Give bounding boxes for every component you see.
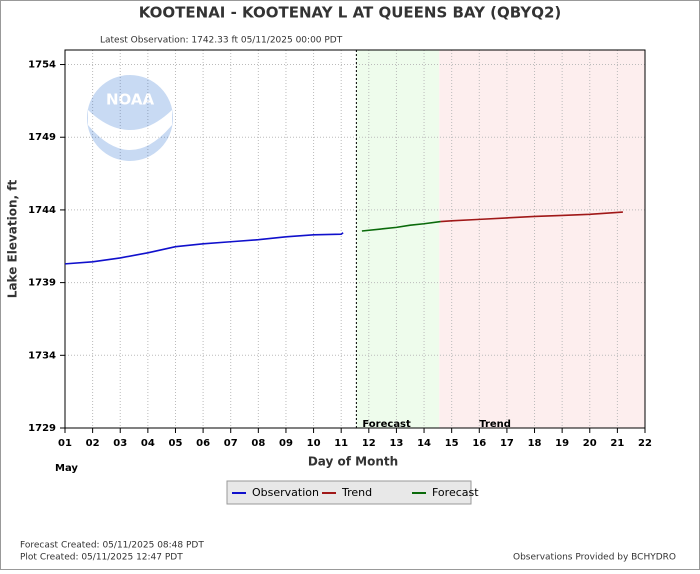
x-tick-label: 04: [141, 438, 155, 449]
x-tick-label: 05: [169, 438, 183, 449]
x-tick-label: 02: [86, 438, 100, 449]
x-tick-label: 13: [389, 438, 403, 449]
y-tick-label: 1749: [28, 132, 56, 143]
plot-border: [64, 49, 646, 429]
y-tick-label: 1754: [28, 60, 56, 71]
x-tick-label: 03: [113, 438, 127, 449]
x-tick-label: 11: [334, 438, 348, 449]
region: [439, 50, 645, 428]
x-tick-label: 10: [307, 438, 321, 449]
x-tick-label: 12: [362, 438, 376, 449]
footer-text: Plot Created: 05/11/2025 12:47 PDT: [20, 553, 183, 563]
x-tick-label: 08: [251, 438, 265, 449]
footer-text: Observations Provided by BCHYDRO: [513, 553, 676, 563]
legend-label: Trend: [341, 486, 372, 499]
footer-text: Forecast Created: 05/11/2025 08:48 PDT: [20, 541, 204, 551]
region: [356, 50, 440, 428]
x-tick-label: 14: [417, 438, 431, 449]
legend-label: Observation: [252, 486, 319, 499]
noaa-logo: NOAA: [87, 75, 173, 161]
x-tick-label: 15: [445, 438, 459, 449]
y-tick-label: 1729: [28, 423, 56, 434]
y-tick-label: 1744: [28, 205, 56, 216]
legend-label: Forecast: [432, 486, 479, 499]
x-tick-label: 09: [279, 438, 293, 449]
x-tick-label: 07: [224, 438, 238, 449]
series-line: [64, 232, 344, 265]
x-tick-label: 01: [58, 438, 72, 449]
x-tick-label: 19: [555, 438, 569, 449]
series-line: [440, 211, 623, 223]
chart-title: KOOTENAI - KOOTENAY L AT QUEENS BAY (QBY…: [139, 4, 562, 22]
y-tick-label: 1739: [28, 278, 56, 289]
subtitle: Latest Observation: 1742.33 ft 05/11/202…: [100, 36, 343, 46]
x-tick-label: 21: [610, 438, 624, 449]
legend: [226, 480, 472, 505]
x-sublabel: May: [55, 463, 78, 474]
x-axis-label: Day of Month: [308, 455, 398, 469]
x-tick-label: 22: [638, 438, 652, 449]
x-tick-label: 20: [583, 438, 597, 449]
y-tick-label: 1734: [28, 350, 56, 361]
region-label: Forecast: [362, 419, 411, 430]
y-axis-label: Lake Elevation, ft: [6, 180, 20, 299]
x-tick-label: 06: [196, 438, 210, 449]
region-label: Trend: [479, 419, 511, 430]
series-line: [361, 220, 441, 232]
x-tick-label: 17: [500, 438, 514, 449]
x-tick-label: 16: [472, 438, 486, 449]
x-tick-label: 18: [528, 438, 542, 449]
logo-text: NOAA: [106, 91, 155, 109]
